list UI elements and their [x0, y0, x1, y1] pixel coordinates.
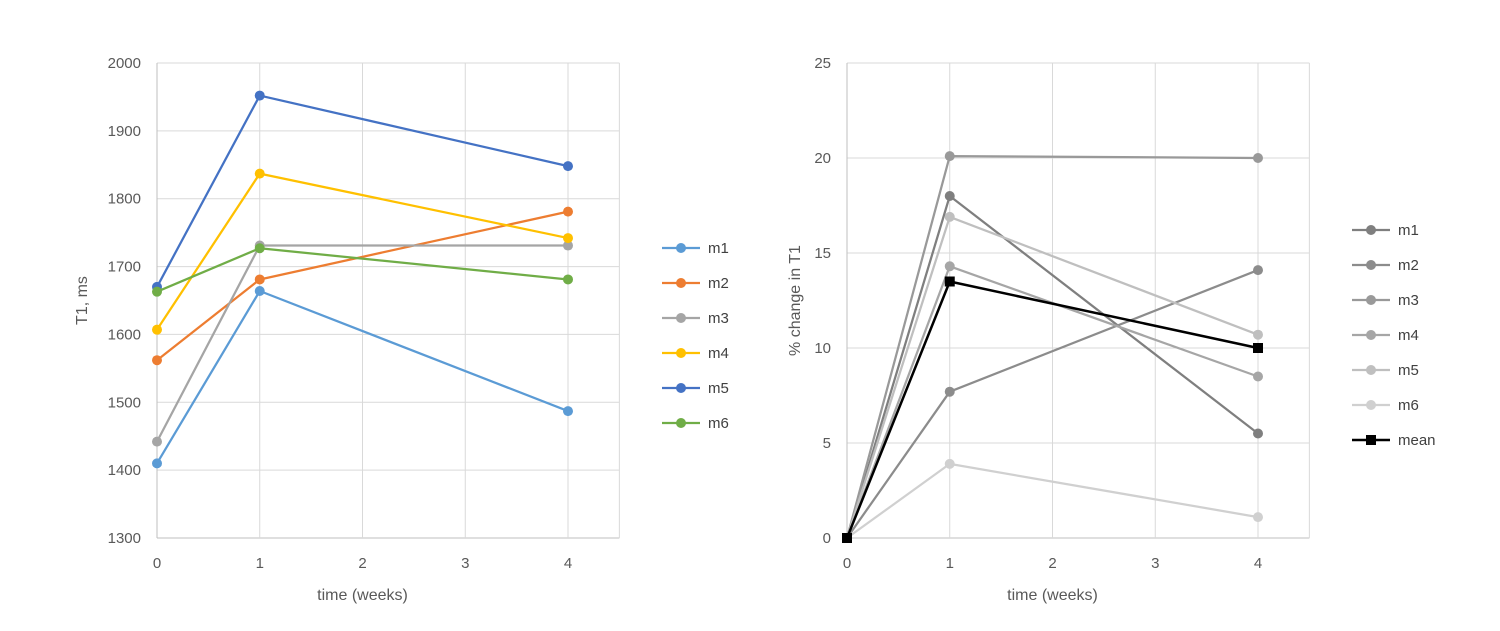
data-point-m3	[152, 436, 162, 447]
data-point-m6	[944, 458, 955, 469]
data-point-m1	[944, 191, 955, 201]
y-tick-label: 1900	[108, 123, 141, 140]
legend-marker-m3	[1366, 295, 1376, 305]
data-point-m4	[563, 233, 573, 244]
x-tick-label: 4	[564, 555, 572, 572]
data-point-m3	[1253, 153, 1263, 163]
data-point-m1	[152, 458, 162, 469]
y-axis-title: T1, ms	[74, 276, 91, 325]
legend-label-mean: mean	[1398, 432, 1436, 449]
y-tick-label: 0	[823, 530, 831, 547]
data-point-m2	[1253, 265, 1263, 276]
x-tick-label: 3	[461, 555, 469, 572]
data-point-m4	[254, 168, 265, 179]
legend-marker-m3	[676, 313, 686, 323]
legend-label-m4: m4	[708, 345, 729, 362]
legend-label-m3: m3	[708, 310, 729, 327]
data-point-m1	[1253, 428, 1263, 439]
data-point-m2	[152, 355, 162, 366]
y-tick-label: 10	[814, 340, 831, 357]
data-point-mean	[1253, 343, 1263, 353]
y-tick-label: 1800	[108, 191, 141, 208]
legend-marker-mean	[1366, 435, 1376, 445]
data-point-m5	[254, 90, 265, 101]
data-point-m6	[1253, 512, 1263, 523]
data-point-m2	[254, 274, 265, 285]
data-point-m3	[944, 151, 955, 162]
legend-label-m5: m5	[1398, 362, 1419, 379]
y-tick-label: 25	[814, 55, 831, 72]
data-point-m3	[563, 240, 573, 251]
data-point-m1	[254, 286, 265, 296]
data-point-m1	[563, 406, 573, 417]
legend-label-m6: m6	[1398, 397, 1419, 414]
legend-marker-m2	[1366, 260, 1376, 270]
legend-marker-m4	[1366, 330, 1376, 340]
y-tick-label: 2000	[108, 55, 141, 72]
legend-label-m6: m6	[708, 415, 729, 432]
x-axis-title: time (weeks)	[1007, 587, 1098, 604]
legend-marker-m5	[676, 383, 686, 393]
y-tick-label: 20	[814, 150, 831, 167]
data-point-m4	[944, 261, 955, 272]
legend-marker-m1	[1366, 225, 1376, 235]
x-tick-label: 0	[153, 555, 161, 572]
legend-marker-m5	[1366, 365, 1376, 375]
y-tick-label: 1600	[108, 326, 141, 343]
data-point-m5	[1253, 329, 1263, 340]
legend-label-m1: m1	[1398, 222, 1419, 239]
x-tick-label: 3	[1151, 555, 1159, 572]
data-point-m4	[1253, 371, 1263, 382]
data-point-m5	[944, 211, 955, 222]
x-tick-label: 0	[843, 555, 851, 572]
chart-1: 1300 1400 1500 1600 1700 1800 1900 2000 0 1 2 3 4 tim…	[74, 55, 729, 604]
chart-2: 0 5 10 15 20 25 0 1 2 3 4 time (weeks) % change in T…	[787, 55, 1436, 604]
legend-marker-m2	[676, 278, 686, 288]
data-point-m6	[152, 286, 162, 297]
x-tick-label: 4	[1254, 555, 1262, 572]
data-point-m6	[254, 243, 265, 254]
legend-label-m3: m3	[1398, 292, 1419, 309]
y-tick-label: 1500	[108, 394, 141, 411]
data-point-m2	[944, 386, 955, 397]
legend-label-m4: m4	[1398, 327, 1419, 344]
data-point-m4	[152, 324, 162, 335]
y-tick-label: 1700	[108, 259, 141, 276]
data-point-m5	[563, 161, 573, 172]
legend-label-m2: m2	[1398, 257, 1419, 274]
y-axis-title: % change in T1	[787, 245, 804, 356]
x-tick-label: 1	[256, 555, 264, 572]
x-tick-label: 1	[946, 555, 954, 572]
legend-marker-m4	[676, 348, 686, 358]
x-tick-label: 2	[358, 555, 366, 572]
data-point-m6	[563, 274, 573, 285]
legend-marker-m6	[1366, 400, 1376, 410]
data-point-mean	[944, 276, 955, 287]
y-tick-label: 5	[823, 435, 831, 452]
legend-label-m1: m1	[708, 240, 729, 257]
y-tick-label: 15	[814, 245, 831, 262]
x-tick-label: 2	[1048, 555, 1056, 572]
y-tick-label: 1400	[108, 462, 141, 479]
data-point-m2	[563, 206, 573, 217]
legend-marker-m6	[676, 418, 686, 428]
legend-label-m5: m5	[708, 380, 729, 397]
legend-marker-m1	[676, 243, 686, 253]
legend-label-m2: m2	[708, 275, 729, 292]
x-axis-title: time (weeks)	[317, 587, 408, 604]
data-point-mean	[842, 533, 852, 543]
y-tick-label: 1300	[108, 530, 141, 547]
